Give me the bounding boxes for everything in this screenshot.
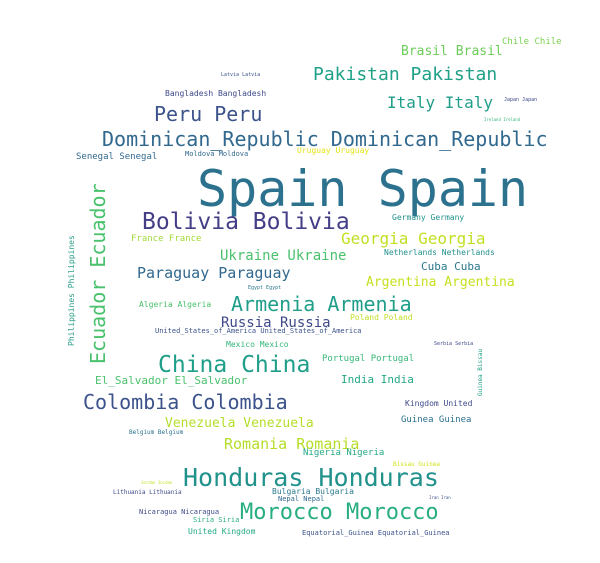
word-senegal: Senegal Senegal [76, 152, 158, 162]
word-peru: Peru Peru [154, 102, 263, 126]
word-lithuania: Lithuania Lithuania [113, 489, 182, 496]
word-netherlands: Netherlands Netherlands [384, 248, 495, 257]
word-siria: Siria Siria [193, 516, 240, 524]
word-paraguay: Paraguay Paraguay [137, 264, 291, 282]
word-ireland: Ireland Ireland [484, 117, 521, 122]
word-uruguay: Uruguay Uruguay [297, 146, 370, 155]
word-algeria: Algeria Algeria [139, 300, 212, 309]
word-guinea: Guinea Bissau [477, 349, 484, 396]
word-france: France France [131, 234, 202, 244]
word-equatorial-guinea: Equatorial_Guinea Equatorial_Guinea [302, 529, 450, 537]
word-bulgaria: Bulgaria Bulgaria [272, 487, 354, 496]
word-argentina: Argentina Argentina [366, 275, 515, 290]
word-guinea: Guinea Guinea [401, 415, 472, 425]
word-spain: Spain Spain [197, 160, 529, 218]
word-japan: Japan Japan [504, 97, 538, 103]
word-romania: Romania Romania [224, 435, 360, 453]
word-nicaragua: Nicaragua Nicaragua [139, 508, 220, 516]
word-italy: Italy Italy [387, 93, 493, 112]
word-honduras: Honduras Honduras [183, 463, 439, 492]
word-armenia: Armenia Armenia [231, 292, 412, 316]
word-pakistan: Pakistan Pakistan [313, 64, 498, 85]
word-united-states-of-america: United_States_of_America United_States_o… [155, 327, 362, 335]
word-brasil: Brasil Brasil [401, 44, 503, 59]
word-ukraine: Ukraine Ukraine [220, 248, 347, 264]
word-bolivia: Bolivia Bolivia [142, 209, 350, 235]
word-dominican-republic: Dominican_Republic Dominican_Republic [102, 127, 548, 151]
word-latvia: Latvia Latvia [221, 72, 261, 78]
word-india: India India [341, 373, 414, 386]
word-poland: Poland Poland [350, 313, 413, 322]
word-kingdom: Kingdom United [405, 399, 473, 408]
word-bissau: Bissau Guinea [393, 461, 440, 468]
word-united: United Kingdom [188, 527, 256, 536]
word-serbia: Serbia Serbia [434, 341, 474, 347]
word-nepal: Nepal Nepal [278, 495, 325, 503]
word-portugal: Portugal Portugal [322, 354, 415, 364]
word-georgia: Georgia Georgia [341, 229, 486, 248]
word-bangladesh: Bangladesh Bangladesh [165, 89, 267, 98]
word-germany: Germany Germany [392, 213, 465, 222]
word-russia: Russia Russia [221, 315, 331, 331]
word-mexico: Mexico Mexico [226, 340, 289, 349]
word-jordan: Jordan Jordan [141, 480, 173, 485]
word-ecuador: Ecuador Ecuador [86, 183, 110, 364]
word-cuba: Cuba Cuba [421, 260, 481, 273]
word-moldova: Moldova Moldova [185, 150, 249, 158]
word-iran: Iran Iran [429, 495, 451, 500]
word-belgium: Belgium Belgium [129, 429, 184, 436]
word-venezuela: Venezuela Venezuela [165, 416, 314, 431]
word-morocco: Morocco Morocco [240, 500, 439, 525]
word-chile: Chile Chile [502, 37, 562, 47]
word-colombia: Colombia Colombia [83, 390, 288, 414]
word-egypt: Egypt Egypt [248, 285, 282, 291]
word-china: China China [158, 352, 311, 378]
word-el-salvador: El_Salvador El_Salvador [95, 374, 248, 387]
word-philippines: Philippines Philippines [67, 235, 76, 346]
word-nigeria: Nigeria Nigeria [303, 448, 385, 458]
